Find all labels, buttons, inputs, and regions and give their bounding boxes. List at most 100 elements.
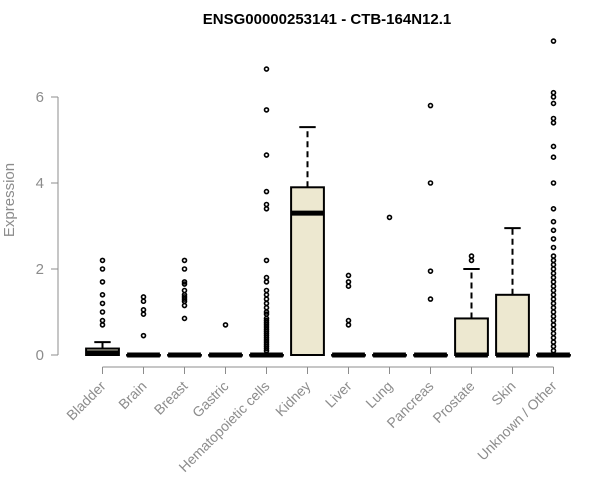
- outlier-point: [550, 38, 557, 44]
- outlier-point: [550, 330, 557, 337]
- outlier-point: [550, 94, 557, 100]
- box-pancreas: [413, 102, 448, 358]
- outlier-point: [140, 307, 147, 313]
- outlier-point: [345, 322, 352, 328]
- outlier-point: [263, 257, 270, 264]
- outlier-point: [263, 152, 270, 158]
- outlier-point: [550, 180, 557, 186]
- outlier-point: [181, 287, 188, 294]
- x-tick-label: Skin: [488, 378, 519, 409]
- box-breast: [167, 257, 202, 358]
- y-axis: 0 2 4 6: [36, 89, 59, 364]
- outlier-point: [550, 279, 557, 285]
- outlier-point: [386, 214, 393, 221]
- box-unknown-other: [536, 38, 571, 358]
- outlier-point: [550, 309, 557, 315]
- outlier-point: [550, 287, 557, 294]
- outlier-point: [181, 294, 188, 300]
- outlier-point: [263, 311, 270, 317]
- outlier-point: [550, 253, 557, 259]
- box-skin: [495, 227, 530, 358]
- outlier-point: [263, 66, 270, 72]
- outlier-point: [550, 343, 557, 350]
- outlier-point: [427, 180, 434, 186]
- outlier-point: [263, 304, 270, 311]
- outlier-point: [345, 279, 352, 285]
- y-tick-label: 4: [36, 175, 44, 192]
- outlier-point: [550, 334, 557, 341]
- y-tick-label: 0: [36, 347, 44, 364]
- outlier-point: [550, 120, 557, 126]
- outlier-point: [345, 283, 352, 290]
- outlier-point: [427, 268, 434, 274]
- outlier-point: [550, 317, 557, 324]
- outlier-point: [550, 261, 557, 268]
- outlier-point: [140, 294, 147, 300]
- outlier-point: [550, 291, 557, 298]
- y-tick-label: 2: [36, 261, 44, 278]
- outlier-point: [263, 296, 270, 302]
- outlier-point: [550, 115, 557, 122]
- outlier-point: [263, 279, 270, 285]
- outlier-point: [550, 236, 557, 242]
- outlier-point: [550, 154, 557, 160]
- outlier-point: [181, 302, 188, 309]
- outlier-point: [550, 244, 557, 251]
- outlier-point: [99, 266, 106, 272]
- outlier-point: [550, 283, 557, 290]
- outlier-point: [550, 218, 557, 225]
- box-bladder: [85, 257, 120, 356]
- x-tick-label: Prostate: [429, 378, 477, 426]
- outlier-point: [181, 281, 188, 287]
- outlier-point: [550, 313, 557, 320]
- x-tick-label: Bladder: [63, 378, 109, 424]
- outlier-point: [263, 201, 270, 208]
- outlier-point: [140, 332, 147, 339]
- outlier-point: [99, 291, 106, 298]
- outlier-point: [550, 227, 557, 234]
- outlier-point: [550, 89, 557, 96]
- outlier-point: [550, 100, 557, 107]
- outlier-point: [550, 206, 557, 212]
- chart-title: ENSG00000253141 - CTB-164N12.1: [203, 11, 451, 28]
- x-tick-label: Liver: [322, 378, 355, 411]
- outlier-point: [263, 188, 270, 195]
- outlier-point: [181, 266, 188, 272]
- outlier-point: [99, 322, 106, 328]
- outlier-point: [140, 311, 147, 317]
- x-tick-label: Lung: [362, 378, 395, 411]
- box-liver: [331, 272, 366, 358]
- x-tick-label: Kidney: [272, 378, 314, 420]
- outlier-point: [181, 315, 188, 322]
- outlier-point: [550, 274, 557, 281]
- outlier-point: [550, 304, 557, 311]
- box-brain: [126, 294, 161, 358]
- x-tick-label: Brain: [115, 378, 149, 412]
- box-prostate: [454, 253, 489, 358]
- outlier-point: [99, 300, 106, 307]
- outlier-point: [427, 296, 434, 302]
- outlier-point: [345, 317, 352, 324]
- outlier-point: [550, 322, 557, 328]
- outlier-point: [427, 102, 434, 109]
- outlier-point: [550, 270, 557, 277]
- outlier-point: [263, 300, 270, 307]
- outlier-point: [263, 107, 270, 113]
- outlier-point: [181, 257, 188, 264]
- outlier-point: [263, 317, 270, 324]
- outlier-point: [468, 257, 475, 264]
- box-body: [495, 293, 530, 356]
- outlier-point: [263, 287, 270, 294]
- outlier-point: [550, 339, 557, 345]
- box-body: [454, 317, 489, 357]
- outlier-point: [263, 206, 270, 212]
- outlier-point: [550, 143, 557, 150]
- box-lung: [372, 214, 407, 358]
- outlier-point: [550, 266, 557, 272]
- outlier-point: [99, 257, 106, 264]
- outlier-point: [263, 291, 270, 298]
- outlier-point: [181, 279, 188, 285]
- outlier-point: [468, 253, 475, 259]
- y-axis-label: Expression: [1, 163, 18, 237]
